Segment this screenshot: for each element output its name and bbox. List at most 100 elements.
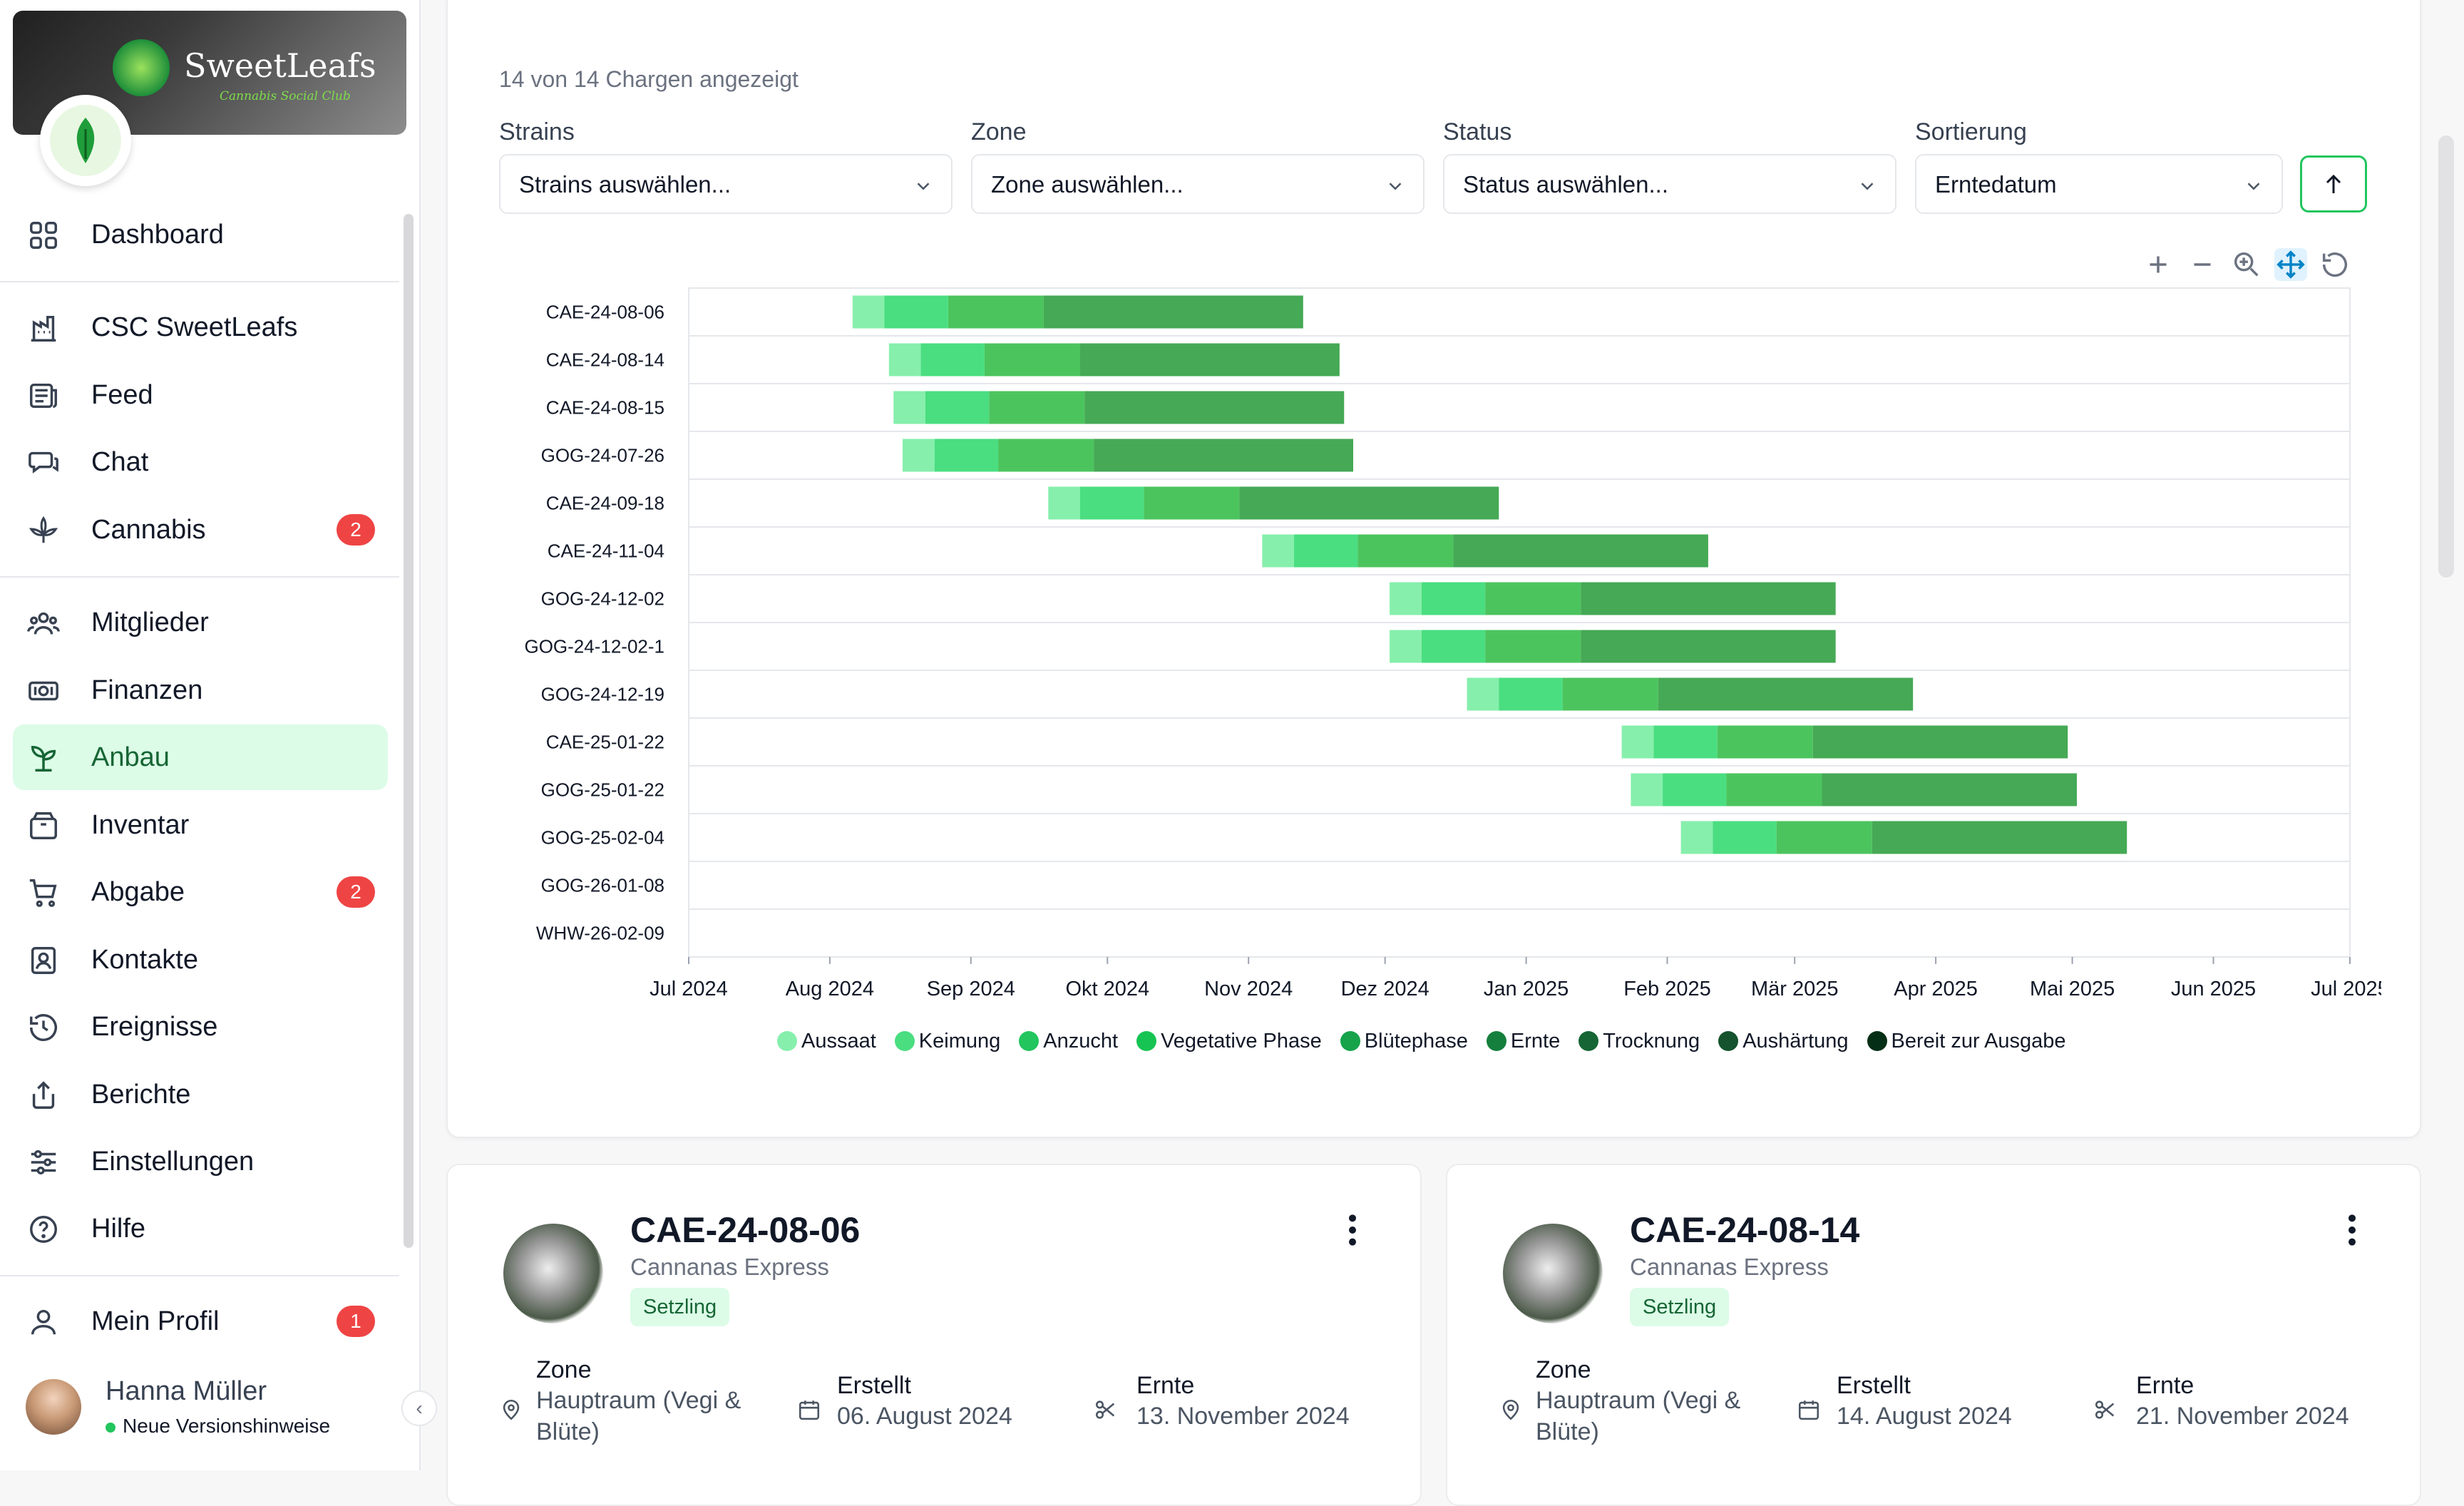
sidebar-item-cultivation[interactable]: Anbau bbox=[13, 724, 388, 790]
gantt-bar-segment[interactable] bbox=[948, 295, 1044, 329]
batch-card[interactable]: CAE-24-08-06 Cannanas Express Setzling Z… bbox=[446, 1164, 1422, 1506]
sidebar-item-members[interactable]: Mitglieder bbox=[13, 590, 388, 655]
club-avatar[interactable] bbox=[40, 95, 131, 186]
legend-item[interactable]: Blütephase bbox=[1340, 1030, 1468, 1053]
gantt-bar-segment[interactable] bbox=[1390, 582, 1422, 615]
legend-item[interactable]: Aussaat bbox=[777, 1030, 876, 1053]
sidebar-item-inventory[interactable]: Inventar bbox=[13, 792, 388, 858]
more-options-icon[interactable] bbox=[1342, 1212, 1363, 1248]
gantt-bar-segment[interactable] bbox=[1663, 773, 1727, 806]
gantt-bar-segment[interactable] bbox=[903, 439, 935, 472]
sort-select[interactable]: Erntedatum bbox=[1915, 154, 2283, 214]
gantt-bar-segment[interactable] bbox=[1658, 677, 1914, 711]
gantt-bar-segment[interactable] bbox=[1726, 773, 1822, 806]
legend-item[interactable]: Trocknung bbox=[1578, 1030, 1700, 1053]
gantt-bar-segment[interactable] bbox=[1421, 630, 1486, 663]
gantt-bar-segment[interactable] bbox=[1390, 630, 1422, 663]
sidebar-item-settings[interactable]: Einstellungen bbox=[13, 1129, 388, 1194]
sidebar-item-dashboard[interactable]: Dashboard bbox=[13, 202, 388, 267]
strains-select[interactable]: Strains auswählen... bbox=[499, 154, 953, 214]
status-select[interactable]: Status auswählen... bbox=[1443, 154, 1896, 214]
gantt-bar-segment[interactable] bbox=[1562, 677, 1658, 711]
gantt-bar-segment[interactable] bbox=[1294, 534, 1358, 568]
legend-item[interactable]: Anzucht bbox=[1019, 1030, 1118, 1053]
gantt-bar-segment[interactable] bbox=[989, 391, 1085, 424]
gantt-bar-segment[interactable] bbox=[1822, 773, 2077, 806]
sidebar-scrollbar[interactable] bbox=[404, 214, 414, 1248]
legend-item[interactable]: Vegetative Phase bbox=[1136, 1030, 1322, 1053]
strain-image bbox=[503, 1224, 603, 1323]
page-scrollbar[interactable] bbox=[2438, 135, 2454, 578]
gantt-bar-segment[interactable] bbox=[1079, 343, 1340, 376]
gantt-bar-segment[interactable] bbox=[852, 295, 885, 329]
share-upload-icon bbox=[32, 1081, 55, 1109]
sidebar-item-help[interactable]: Hilfe bbox=[13, 1196, 388, 1261]
zoom-in-button[interactable] bbox=[2142, 248, 2175, 281]
gantt-bar-segment[interactable] bbox=[1239, 486, 1499, 520]
sidebar: SweetLeafs Cannabis Social Club Dashboar… bbox=[0, 0, 437, 1470]
sidebar-item-cannabis[interactable]: Cannabis 2 bbox=[13, 497, 388, 563]
gantt-bar-segment[interactable] bbox=[1467, 677, 1499, 711]
gantt-bar-segment[interactable] bbox=[1357, 534, 1454, 568]
collapse-sidebar-button[interactable]: ‹ bbox=[401, 1390, 437, 1426]
gantt-bar-segment[interactable] bbox=[920, 343, 985, 376]
gantt-bar-segment[interactable] bbox=[1043, 295, 1303, 329]
gantt-bar-segment[interactable] bbox=[888, 343, 921, 376]
gantt-bar-segment[interactable] bbox=[1094, 439, 1353, 472]
gantt-bar-segment[interactable] bbox=[998, 439, 1094, 472]
gantt-bar-segment[interactable] bbox=[934, 439, 999, 472]
gantt-bar-segment[interactable] bbox=[1581, 582, 1836, 615]
batch-card[interactable]: CAE-24-08-14 Cannanas Express Setzling Z… bbox=[1446, 1164, 2421, 1506]
gantt-bar-segment[interactable] bbox=[925, 391, 990, 424]
gantt-bar-segment[interactable] bbox=[1680, 821, 1713, 854]
gantt-bar-segment[interactable] bbox=[884, 295, 948, 329]
gantt-bar-segment[interactable] bbox=[893, 391, 925, 424]
release-notes-link[interactable]: Neue Versionshinweise bbox=[123, 1415, 331, 1437]
sidebar-item-chat[interactable]: Chat bbox=[13, 429, 388, 495]
gantt-bar-segment[interactable] bbox=[1048, 486, 1080, 520]
legend-item[interactable]: Keimung bbox=[894, 1030, 1000, 1053]
gantt-bar-segment[interactable] bbox=[1079, 486, 1144, 520]
gantt-bar-segment[interactable] bbox=[1621, 725, 1654, 759]
sidebar-item-club[interactable]: CSC SweetLeafs bbox=[13, 294, 388, 360]
gantt-bar-segment[interactable] bbox=[1713, 821, 1777, 854]
gantt-bar-segment[interactable] bbox=[1776, 821, 1872, 854]
sidebar-item-finances[interactable]: Finanzen bbox=[13, 657, 388, 723]
reset-zoom-button[interactable] bbox=[2319, 248, 2351, 281]
gantt-bar-segment[interactable] bbox=[1262, 534, 1295, 568]
gantt-bar-segment[interactable] bbox=[1812, 725, 2068, 759]
user-name[interactable]: Hanna Müller bbox=[106, 1376, 267, 1406]
gantt-bar-segment[interactable] bbox=[1581, 630, 1836, 663]
gantt-bar-segment[interactable] bbox=[1084, 391, 1345, 424]
gantt-bar-segment[interactable] bbox=[1421, 582, 1486, 615]
sidebar-item-reports[interactable]: Berichte bbox=[13, 1062, 388, 1127]
user-avatar[interactable] bbox=[26, 1379, 81, 1435]
gantt-bar-segment[interactable] bbox=[1485, 582, 1581, 615]
sidebar-item-feed[interactable]: Feed bbox=[13, 362, 388, 428]
legend-item[interactable]: Aushärtung bbox=[1718, 1030, 1849, 1053]
legend-item[interactable]: Ernte bbox=[1486, 1030, 1560, 1053]
legend-item[interactable]: Bereit zur Ausgabe bbox=[1867, 1030, 2066, 1053]
gantt-bar-segment[interactable] bbox=[1144, 486, 1240, 520]
gantt-bar-segment[interactable] bbox=[1717, 725, 1813, 759]
gantt-bar-segment[interactable] bbox=[1485, 630, 1581, 663]
sidebar-item-contacts[interactable]: Kontakte bbox=[13, 927, 388, 993]
gantt-bar-segment[interactable] bbox=[1872, 821, 2127, 854]
gantt-bar-segment[interactable] bbox=[1453, 534, 1708, 568]
sort-direction-button[interactable] bbox=[2300, 155, 2367, 212]
sidebar-item-profile[interactable]: Mein Profil 1 bbox=[13, 1289, 388, 1354]
gantt-bar-segment[interactable] bbox=[1653, 725, 1718, 759]
gantt-chart[interactable]: Jul 2024 Aug 2024 Sep 2024 Okt 2024 Nov 2024… bbox=[471, 271, 2381, 1084]
sidebar-item-dispense[interactable]: Abgabe 2 bbox=[13, 859, 388, 925]
gantt-bar-segment[interactable] bbox=[1631, 773, 1663, 806]
zone-select[interactable]: Zone auswählen... bbox=[971, 154, 1424, 214]
gantt-bar-segment[interactable] bbox=[984, 343, 1080, 376]
sidebar-item-label: Dashboard bbox=[91, 219, 224, 250]
sidebar-item-events[interactable]: Ereignisse bbox=[13, 994, 388, 1060]
pan-button[interactable] bbox=[2274, 248, 2307, 281]
gantt-bar-segment[interactable] bbox=[1499, 677, 1563, 711]
y-tick-label: GOG-24-07-26 bbox=[541, 445, 664, 466]
selection-zoom-button[interactable] bbox=[2230, 248, 2263, 281]
zoom-out-button[interactable] bbox=[2186, 248, 2219, 281]
more-options-icon[interactable] bbox=[2341, 1212, 2363, 1248]
